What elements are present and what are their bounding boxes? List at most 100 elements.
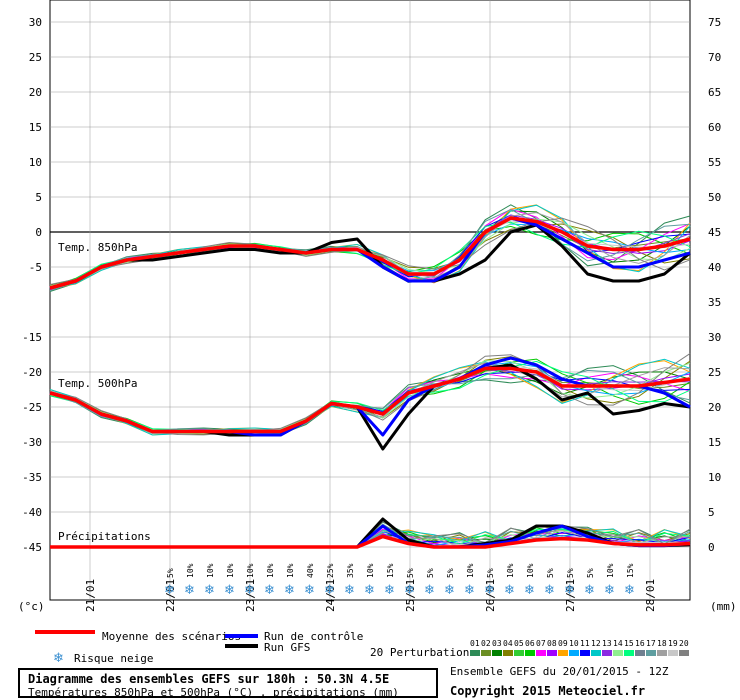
snow-risk-11: 15% [386,563,395,578]
perturbation-id-19: 19 [668,639,678,648]
snow-risk-0: 5% [166,568,175,578]
snow-risk-6: 10% [286,563,295,578]
x-tick-label-7: 28/01 [644,579,657,612]
snow-risk-13: 5% [426,568,435,578]
snowflake-icon: ❄ [324,583,335,598]
snow-risk-7: 40% [306,563,315,578]
perturbation-id-10: 10 [569,639,579,648]
snow-risk-15: 10% [466,563,475,578]
snowflake-icon: ❄ [464,583,475,598]
snowflake-icon: ❄ [444,583,455,598]
perturbation-swatch-11 [580,650,590,656]
right-tick-label-10: 25 [708,366,721,379]
perturbation-swatch-20 [679,650,689,656]
legend-mean-label: Moyenne des scénarios [102,630,241,643]
snowflake-icon: ❄ [524,583,535,598]
x-tick-label-4: 25/01 [404,579,417,612]
x-tick-label-5: 26/01 [484,579,497,612]
right-tick-label-4: 55 [708,156,721,169]
footer-title: Diagramme des ensembles GEFS sur 180h : … [28,672,390,686]
perturbation-swatch-07 [536,650,546,656]
snow-risk-5: 10% [266,563,275,578]
perturbation-id-17: 17 [646,639,656,648]
right-tick-label-1: 70 [708,51,721,64]
right-tick-label-6: 45 [708,226,721,239]
perturbation-swatch-02 [481,650,491,656]
x-tick-label-6: 27/01 [564,579,577,612]
snow-risk-3: 10% [226,563,235,578]
perturbation-id-14: 14 [613,639,623,648]
footer-subtitle: Températures 850hPa et 500hPa (°C) , pré… [28,686,399,699]
perturbation-id-16: 16 [635,639,645,648]
left-axis: 30 25 20 15 10 5 0 -5 -15 -20 -25 -30 -35 -40 -45 [22,16,42,554]
right-tick-label-2: 65 [708,86,721,99]
perturbation-id-18: 18 [657,639,667,648]
snow-risk-21: 5% [586,568,595,578]
snow-risk-8: 25% [326,563,335,578]
perturbation-swatch-05 [514,650,524,656]
left-axis-unit: (°c) [18,600,45,613]
snowflake-icon: ❄ [184,583,195,598]
snowflake-icon: ❄ [344,583,355,598]
snowflake-icon: ❄ [604,583,615,598]
left-tick-label-9: -20 [22,366,42,379]
left-tick-label-0: 30 [29,16,42,29]
right-tick-label-15: 0 [708,541,715,554]
snowflake-icon: ❄ [284,583,295,598]
snowflake-icon: ❄ [404,583,415,598]
snow-risk-23: 15% [626,563,635,578]
snowflake-icon: ❄ [484,583,495,598]
grid-lines [50,0,690,600]
right-tick-label-8: 35 [708,296,721,309]
perturbation-id-08: 08 [547,639,557,648]
perturbation-id-05: 05 [514,639,524,648]
snow-risk-17: 10% [506,563,515,578]
left-tick-label-5: 5 [35,191,42,204]
legend-control-label: Run de contrôle [264,630,363,643]
x-tick-label-1: 22/01 [164,579,177,612]
snowflake-icon: ❄ [264,583,275,598]
perturbation-id-15: 15 [624,639,634,648]
left-tick-label-2: 20 [29,86,42,99]
series-t850-mean [49,216,691,290]
perturbation-id-04: 04 [503,639,513,648]
left-tick-label-12: -35 [22,471,42,484]
perturbation-id-09: 09 [558,639,568,648]
x-tick-label-2: 23/01 [244,579,257,612]
snowflake-icon: ❄ [584,583,595,598]
left-tick-label-11: -30 [22,436,42,449]
perturbation-swatch-19 [668,650,678,656]
perturbation-id-20: 20 [679,639,689,648]
perturbation-swatch-01 [470,650,480,656]
left-tick-label-4: 10 [29,156,42,169]
perturbation-swatch-04 [503,650,513,656]
snow-risk-16: 5% [486,568,495,578]
snow-risk-9: 35% [346,563,355,578]
series-t500-mean [49,366,691,434]
snowflake-icon: ❄ [244,583,255,598]
perturbations-label: 20 Perturbations [370,646,476,659]
left-tick-label-7: -5 [29,261,42,274]
snowflake-icon: ❄ [364,583,375,598]
left-tick-label-1: 25 [29,51,42,64]
snowflake-icon: ❄ [204,583,215,598]
footer-run: Ensemble GEFS du 20/01/2015 - 12Z [450,665,669,678]
perturbation-id-13: 13 [602,639,612,648]
plot-area [49,0,691,601]
snow-risk-22: 10% [606,563,615,578]
left-tick-label-6: 0 [35,226,42,239]
legend-snow-label: Risque neige [74,652,153,665]
perturbation-swatch-16 [635,650,645,656]
legend-gfs-label: Run GFS [264,641,310,654]
snow-risk-12: 5% [406,568,415,578]
footer-copyright: Copyright 2015 Meteociel.fr [450,684,646,698]
left-tick-label-3: 15 [29,121,42,134]
perturbation-swatch-06 [525,650,535,656]
perturbation-id-07: 07 [536,639,546,648]
perturbation-swatch-14 [613,650,623,656]
snowflake-icon: ❄ [164,583,175,598]
member-500-line-12 [49,358,691,436]
snow-risk-20: 5% [566,568,575,578]
